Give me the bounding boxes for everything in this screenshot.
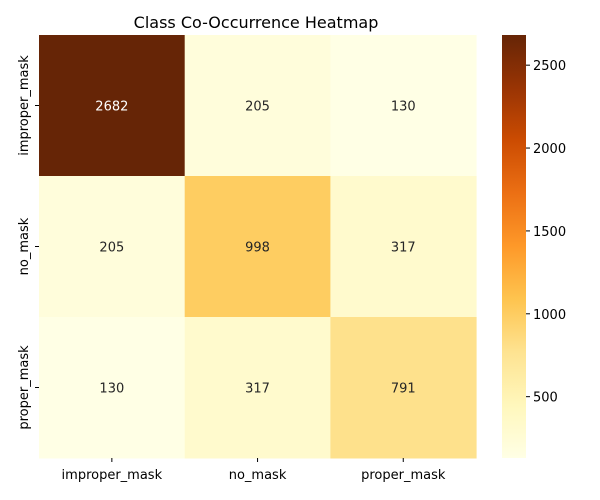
y-tick-label: improper_mask — [17, 55, 32, 156]
heatmap-cell — [184, 176, 331, 318]
cell-annotation: 130 — [391, 100, 416, 115]
x-tick-label: improper_mask — [62, 468, 163, 483]
colorbar-tick-label: 2000 — [533, 142, 566, 157]
colorbar-axis: 500 1000 1500 2000 2500 — [526, 59, 566, 406]
cell-annotation: 2682 — [95, 100, 128, 115]
colorbar-tick-label: 1000 — [533, 308, 566, 323]
heatmap-cell — [39, 317, 186, 459]
heatmap-cell — [184, 317, 331, 459]
heatmap-cell — [330, 35, 477, 177]
x-tick-label: proper_mask — [361, 468, 446, 483]
chart-title: Class Co-Occurrence Heatmap — [134, 13, 379, 32]
heatmap-cell — [39, 35, 186, 177]
colorbar-tick-label: 1500 — [533, 225, 566, 240]
cell-annotation: 317 — [245, 382, 270, 397]
x-tick-label: no_mask — [229, 468, 287, 483]
heatmap-cell — [184, 35, 331, 177]
cell-annotation: 205 — [99, 241, 124, 256]
colorbar — [502, 35, 526, 458]
y-tick-label: proper_mask — [17, 345, 32, 430]
cell-annotation: 791 — [391, 382, 416, 397]
heatmap-cell — [39, 176, 186, 318]
x-axis: improper_mask no_mask proper_mask — [62, 458, 446, 483]
heatmap-cell — [330, 176, 477, 318]
cell-annotation: 998 — [245, 241, 270, 256]
y-tick-label: no_mask — [17, 217, 32, 275]
y-axis: improper_mask no_mask proper_mask — [17, 55, 39, 430]
colorbar-tick-label: 500 — [533, 391, 558, 406]
heatmap-cell — [330, 317, 477, 459]
colorbar-tick-label: 2500 — [533, 59, 566, 74]
cell-annotation: 130 — [99, 382, 124, 397]
cell-annotation: 317 — [391, 241, 416, 256]
cell-annotation: 205 — [245, 100, 270, 115]
heatmap-annotations: 2682 205 130 205 998 317 130 317 791 — [95, 100, 415, 397]
heatmap-cells — [39, 35, 477, 459]
